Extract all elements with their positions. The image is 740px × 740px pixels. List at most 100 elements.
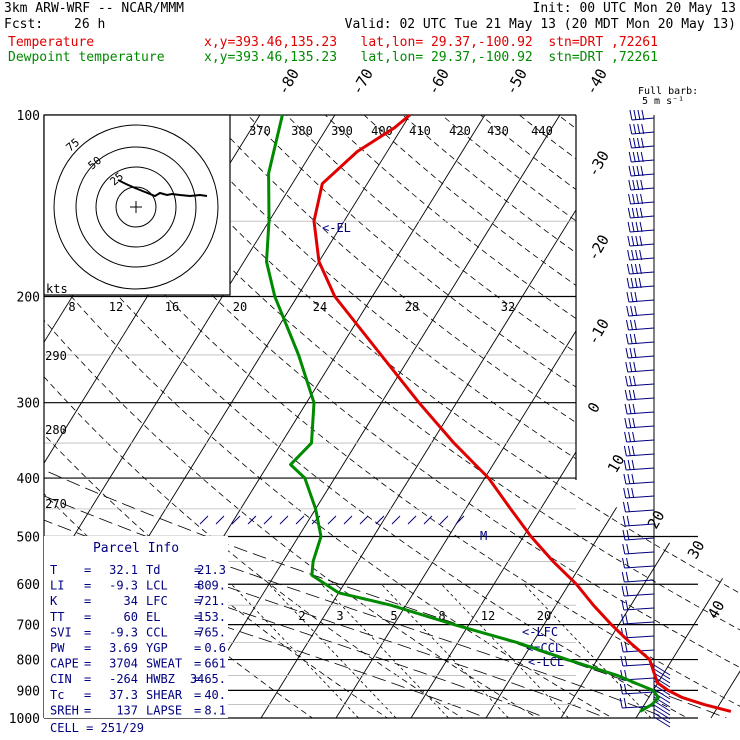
forecast-hour: 26 h	[74, 17, 106, 32]
wind-barb-flag	[623, 445, 627, 457]
wind-barb-flag	[639, 221, 643, 233]
wind-barb-shaft	[623, 607, 655, 611]
temperature-profile	[312, 113, 732, 713]
dry-adiabat-label: 400	[371, 124, 393, 138]
wind-barb-shaft	[624, 593, 655, 597]
parcel-value: 137	[116, 703, 138, 717]
barb-legend-line1: Full barb:	[638, 86, 698, 97]
wind-barb-low	[653, 664, 671, 676]
sounding-profiles	[265, 113, 732, 713]
wind-barb-flag	[626, 305, 630, 317]
wind-barb-flag	[637, 123, 641, 135]
pressure-tick-label: 400	[17, 472, 40, 487]
wind-barb-flag	[621, 585, 625, 597]
wind-barbs	[199, 109, 671, 728]
isotherm-label: -10	[584, 316, 613, 348]
wind-barb-flag	[632, 417, 636, 429]
parcel-eq: =	[84, 625, 91, 639]
wind-barb-flag	[631, 445, 635, 457]
parcel-tick	[327, 515, 337, 525]
hodograph-ring	[115, 186, 157, 228]
parcel-tick	[407, 515, 417, 525]
parcel-tick	[215, 515, 225, 525]
wind-barb-flag	[621, 599, 625, 611]
mixing-ratio-line	[441, 583, 569, 718]
wind-barb-low	[653, 684, 671, 696]
model-title: 3km ARW-WRF -- NCAR/MMM	[4, 1, 185, 16]
pressure-tick-label: 1000	[9, 712, 40, 727]
parcel-eq: =	[84, 610, 91, 624]
wind-barb-flag	[631, 459, 635, 471]
wind-barb-flag	[632, 193, 636, 205]
dry-adiabat-line	[247, 115, 740, 718]
parcel-key: Tc	[50, 688, 64, 702]
wind-barb-flag	[627, 473, 631, 485]
wind-barb-flag	[625, 319, 629, 331]
wind-barb-flag	[625, 599, 629, 611]
parcel-key: SVI	[50, 625, 72, 639]
dry-adiabat-line	[44, 115, 332, 718]
wind-barb-flag	[636, 165, 640, 177]
parcel-value: 0.6	[204, 641, 226, 655]
temperature-legend-info: x,y=393.46,135.23 lat,lon= 29.37,-100.92…	[204, 35, 658, 50]
wind-barb-flag	[622, 529, 626, 541]
parcel-key: SWEAT	[146, 657, 182, 671]
parcel-eq: =	[84, 657, 91, 671]
wind-barb-flag	[626, 263, 630, 275]
dry-adiabat-label: 380	[291, 124, 313, 138]
wind-barb-flag	[628, 417, 632, 429]
hodograph-frame	[43, 114, 231, 296]
parcel-value: -264	[109, 672, 138, 686]
wind-barb-flag	[635, 207, 639, 219]
wind-barb-flag	[630, 291, 634, 303]
wind-barb-flag	[631, 473, 635, 485]
wind-barb-shaft	[624, 551, 655, 555]
hodograph-ring	[75, 146, 197, 268]
parcel-value: 37.3	[109, 688, 138, 702]
ccl-marker: <=CCL	[526, 641, 562, 655]
hodograph-speed-tick: 32	[501, 300, 515, 314]
wind-barb-flag	[631, 207, 635, 219]
wind-barb-flag	[626, 291, 630, 303]
wind-barb-shaft	[622, 691, 655, 695]
dry-adiabat-line	[557, 115, 740, 718]
hodograph-units: kts	[46, 282, 68, 296]
hodograph-speed-tick: 20	[233, 300, 247, 314]
moist-adiabat-line	[44, 296, 637, 718]
wind-barb-low	[653, 712, 671, 724]
pressure-tick-label: 800	[17, 654, 40, 669]
wind-barb-flag	[638, 277, 642, 289]
wind-barb-flag	[635, 235, 639, 247]
dry-adiabat-label: 270	[45, 497, 67, 511]
wind-barb-flag	[632, 165, 636, 177]
wind-barb-shaft	[627, 411, 655, 415]
parcel-key: LAPSE	[146, 703, 182, 717]
mixing-ratio-label: 8	[438, 609, 445, 623]
wind-barb-low	[653, 716, 671, 728]
pressure-tick-label: 500	[17, 530, 40, 545]
wind-barb-shaft	[624, 537, 655, 541]
parcel-eq: =	[194, 688, 201, 702]
wind-barb-flag	[629, 347, 633, 359]
parcel-value: 34	[124, 594, 138, 608]
wind-barb-shaft	[623, 621, 655, 625]
isotherm-line	[552, 115, 740, 718]
wind-barb-flag	[634, 277, 638, 289]
isotherm-line	[177, 115, 578, 718]
parcel-eq: =	[194, 641, 201, 655]
parcel-value: 8.1	[204, 703, 226, 717]
isotherm-label: -60	[424, 66, 453, 98]
wind-barb-flag	[628, 403, 632, 415]
parcel-value: 3465.	[190, 672, 226, 686]
wind-barb-flag	[620, 655, 624, 667]
isotherm-label: -40	[582, 66, 611, 98]
parcel-tick	[343, 515, 353, 525]
wind-barb-flag	[635, 221, 639, 233]
parcel-key: Td	[146, 563, 160, 577]
isotherm-label: -30	[584, 148, 613, 180]
dewpoint-legend-info: x,y=393.46,135.23 lat,lon= 29.37,-100.92…	[204, 50, 658, 65]
parcel-key: K	[50, 594, 58, 608]
parcel-panel-bg	[44, 536, 228, 718]
moist-adiabat-line	[44, 296, 697, 718]
wind-barb-flag	[625, 375, 629, 387]
